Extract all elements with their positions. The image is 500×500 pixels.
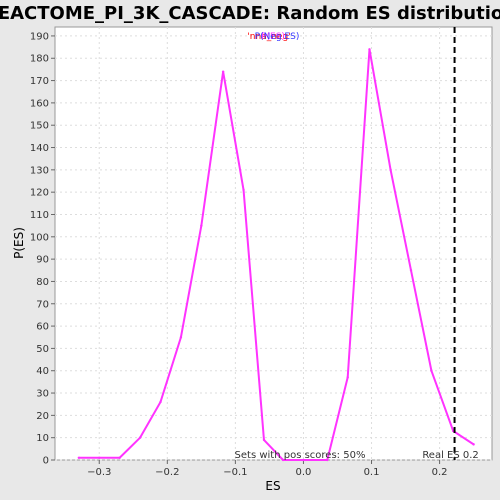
y-axis: 0 10 20 30 40 50 60 70 80 90 100 110 120 130 140 150 160… (30, 31, 55, 467)
data-point (346, 376, 349, 379)
y-tick-label: 0 (43, 456, 49, 467)
legend-entry: P(Neg ES) (255, 32, 300, 42)
y-tick-label: 180 (30, 54, 49, 65)
x-axis-label: ES (265, 479, 280, 493)
y-tick-label: 110 (30, 210, 49, 221)
legend-entry: P(ES) (261, 32, 285, 42)
footnote: Sets with pos scores: 50% (235, 450, 366, 461)
data-point (389, 168, 392, 172)
y-tick-label: 70 (36, 299, 49, 310)
data-point (281, 458, 285, 462)
data-point (262, 438, 266, 442)
data-point (302, 458, 305, 462)
y-tick-label: 150 (30, 121, 49, 132)
x-tick-label: 0.0 (295, 467, 311, 478)
x-tick-label: −0.3 (87, 467, 111, 478)
y-tick-label: 50 (36, 344, 49, 355)
data-point (326, 458, 329, 462)
data-point (242, 188, 245, 192)
x-tick-label: 0.1 (364, 467, 380, 478)
data-point (200, 224, 203, 227)
data-point (118, 456, 121, 459)
x-axis: −0.3 −0.2 −0.1 0.0 0.1 0.2 (87, 460, 448, 478)
y-tick-label: 30 (36, 389, 49, 400)
y-tick-label: 100 (30, 232, 49, 243)
y-tick-label: 120 (30, 188, 49, 199)
data-point (77, 456, 81, 459)
es-distribution-line (78, 49, 475, 461)
y-tick-label: 40 (36, 366, 49, 377)
y-tick-label: 140 (30, 143, 49, 154)
data-point (138, 436, 142, 439)
y-tick-label: 80 (36, 277, 49, 288)
y-tick-label: 170 (30, 76, 49, 87)
data-point (409, 269, 413, 272)
y-tick-label: 20 (36, 411, 49, 422)
data-point (179, 336, 183, 339)
real-es-label: Real ES 0.2 (422, 450, 478, 461)
y-tick-label: 90 (36, 255, 49, 266)
y-tick-label: 60 (36, 322, 49, 333)
data-point (159, 400, 162, 404)
y-tick-label: 160 (30, 98, 49, 109)
data-point (98, 456, 101, 459)
data-point (472, 443, 475, 446)
data-point (221, 70, 225, 73)
chart-title: REACTOME_PI_3K_CASCADE: Random ES distri… (0, 3, 500, 24)
series-points (77, 48, 475, 462)
y-tick-label: 130 (30, 165, 49, 176)
x-tick-label: −0.1 (223, 467, 247, 478)
y-tick-label: 10 (36, 433, 49, 444)
legend-entry: 'nna_neg' (247, 32, 290, 42)
plot-area (54, 26, 493, 461)
y-tick-label: 190 (30, 31, 49, 42)
legend: 'nna_neg'P(ES)P(Neg ES) (247, 32, 299, 42)
data-point (368, 48, 371, 51)
grid (55, 27, 492, 461)
x-tick-label: −0.2 (155, 467, 179, 478)
x-tick-label: 0.2 (432, 467, 448, 478)
data-point (430, 369, 433, 372)
y-axis-label: P(ES) (12, 227, 26, 259)
